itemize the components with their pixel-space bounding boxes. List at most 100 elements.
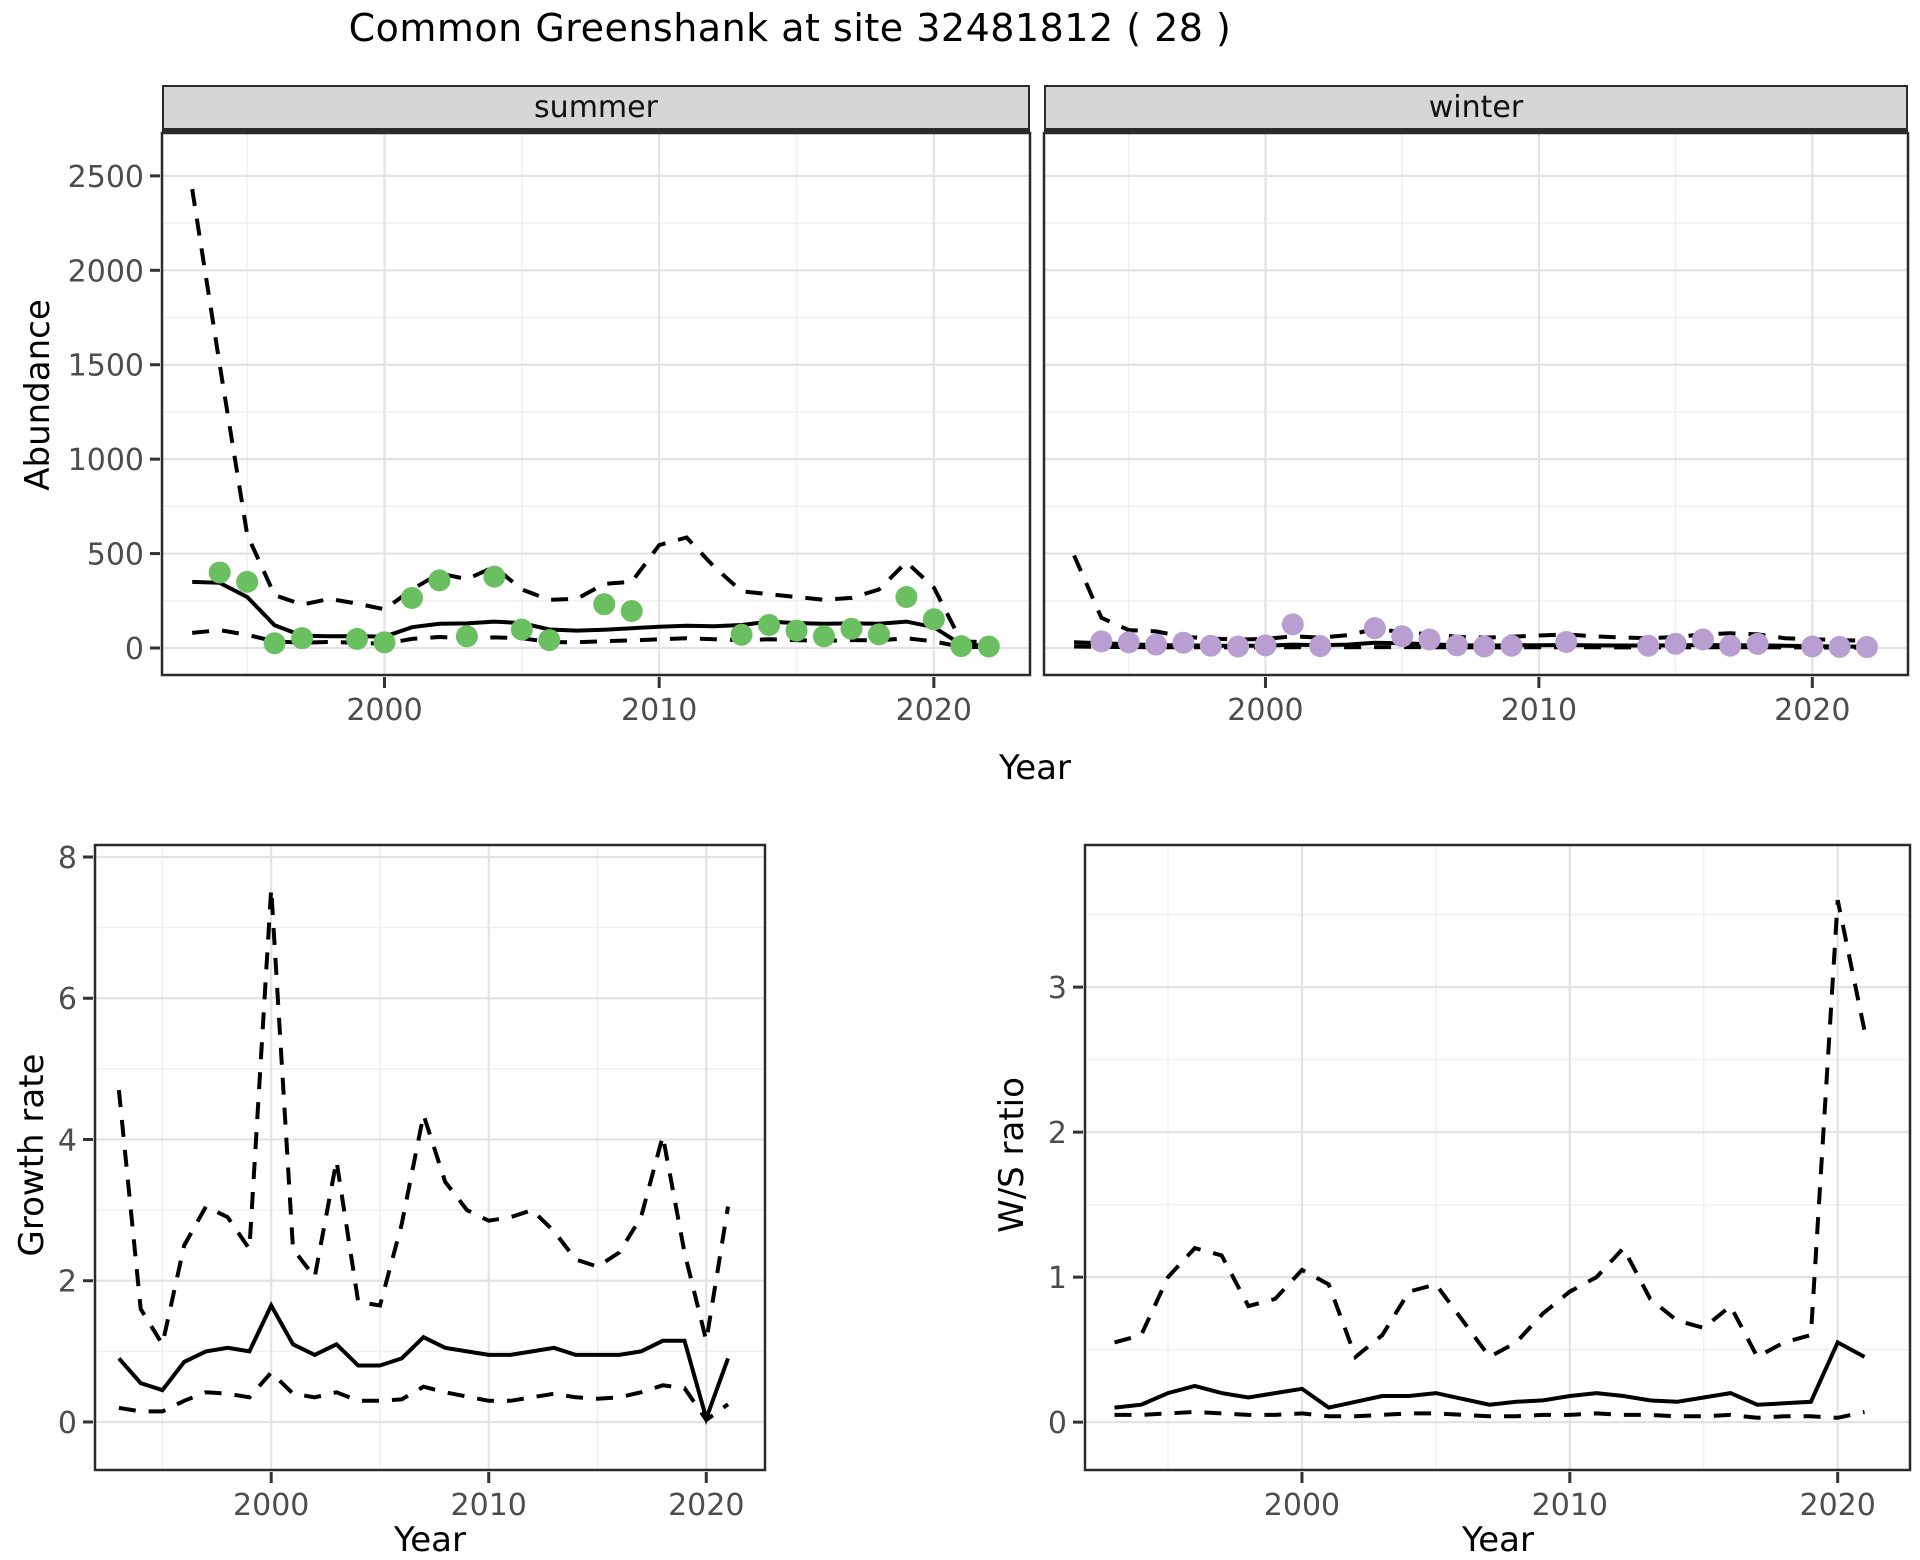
ws-ratio-axis-title: W/S ratio bbox=[992, 1077, 1032, 1233]
observed-counts-point bbox=[1090, 630, 1113, 653]
y-tick-label: 500 bbox=[87, 538, 144, 573]
observed-counts-point bbox=[895, 586, 918, 609]
observed-counts-point bbox=[538, 629, 561, 652]
observed-counts-point bbox=[1309, 635, 1332, 658]
growth-rate-axis-title: Growth rate bbox=[12, 1053, 52, 1257]
observed-counts-point bbox=[1199, 634, 1222, 657]
lower-95ci-line bbox=[191, 628, 989, 650]
observed-counts-point bbox=[1363, 617, 1386, 640]
observed-counts-point bbox=[1172, 631, 1195, 654]
abundance_summer-panel: 2000 2010 2020 0 500 1000 1500 2000 2500 bbox=[68, 131, 1032, 728]
observed-counts-point bbox=[373, 631, 396, 654]
x-tick-label: 2000 bbox=[233, 1488, 309, 1523]
observed-counts-point bbox=[758, 613, 781, 636]
observed-counts-point bbox=[1445, 634, 1468, 657]
observed-counts-point bbox=[236, 570, 259, 593]
x-tick-label: 2020 bbox=[1799, 1488, 1875, 1523]
y-tick-label: 2000 bbox=[68, 254, 144, 289]
ws_ratio-series bbox=[1113, 899, 1867, 1420]
observed-counts-point bbox=[346, 627, 369, 650]
ws_ratio-border bbox=[1083, 843, 1912, 1472]
observed-counts-point bbox=[510, 618, 533, 641]
y-tick-label: 0 bbox=[125, 632, 144, 667]
x-tick-label: 2020 bbox=[668, 1488, 744, 1523]
x-tick-label: 2010 bbox=[1501, 693, 1577, 728]
observed-counts-point bbox=[208, 561, 231, 584]
y-tick-label: 3 bbox=[1048, 971, 1067, 1006]
ws-lower-95ci-line bbox=[1114, 1409, 1865, 1420]
x-tick-label: 2010 bbox=[621, 693, 697, 728]
observed-counts-point bbox=[785, 619, 808, 642]
observed-counts-point bbox=[1637, 634, 1660, 657]
observed-counts-point bbox=[1145, 633, 1168, 656]
y-tick-label: 0 bbox=[58, 1406, 77, 1441]
growth_rate-border bbox=[93, 843, 767, 1472]
abundance_summer-border bbox=[160, 131, 1032, 677]
x-tick-label: 2000 bbox=[346, 693, 422, 728]
observed-counts-point bbox=[1719, 634, 1742, 657]
x-tick-label: 2010 bbox=[451, 1488, 527, 1523]
observed-counts-point bbox=[1281, 613, 1304, 636]
upper-95ci-line bbox=[1072, 554, 1868, 643]
observed-counts-point bbox=[922, 608, 945, 631]
upper-95ci-line bbox=[190, 188, 989, 645]
facet-strip-winter-label: winter bbox=[1428, 90, 1524, 125]
observed-counts-point bbox=[593, 593, 616, 616]
observed-counts-point bbox=[400, 586, 423, 609]
observed-counts-point bbox=[1801, 635, 1824, 658]
observed-counts-point bbox=[950, 635, 973, 658]
growth-upper-95ci-line bbox=[116, 888, 730, 1350]
growth-lower-95ci-line bbox=[118, 1369, 730, 1423]
abundance_summer-series bbox=[190, 188, 1000, 658]
y-tick-label: 1000 bbox=[68, 443, 144, 478]
observed-counts-point bbox=[1391, 625, 1414, 648]
observed-counts-point bbox=[840, 617, 863, 640]
observed-counts-point bbox=[1664, 632, 1687, 655]
abundance_winter-series bbox=[1072, 554, 1878, 659]
y-tick-label: 6 bbox=[58, 982, 77, 1017]
observed-counts-point bbox=[730, 623, 753, 646]
x-tick-label: 2000 bbox=[1227, 693, 1303, 728]
observed-counts-point bbox=[1254, 634, 1277, 657]
observed-counts-point bbox=[977, 635, 1000, 658]
observed-counts-point bbox=[291, 627, 314, 650]
observed-counts-point bbox=[1855, 636, 1878, 659]
y-tick-label: 1 bbox=[1048, 1261, 1067, 1296]
y-tick-label: 1500 bbox=[68, 349, 144, 384]
growth_rate-background bbox=[95, 845, 765, 1470]
y-tick-label: 2 bbox=[1048, 1116, 1067, 1151]
observed-counts-point bbox=[263, 632, 286, 655]
top-year-axis-title: Year bbox=[999, 748, 1071, 788]
facet-strip-summer: summer bbox=[162, 85, 1030, 133]
y-tick-label: 8 bbox=[58, 841, 77, 876]
observed-counts-point bbox=[455, 625, 478, 648]
observed-counts-point bbox=[1418, 628, 1441, 651]
observed-counts-point bbox=[1117, 631, 1140, 654]
observed-counts-point bbox=[1691, 628, 1714, 651]
y-tick-label: 0 bbox=[1048, 1406, 1067, 1441]
y-tick-label: 2 bbox=[58, 1265, 77, 1300]
observed-counts-point bbox=[1227, 635, 1250, 658]
facet-strip-winter: winter bbox=[1044, 85, 1908, 133]
observed-counts-point bbox=[867, 623, 890, 646]
x-tick-label: 2020 bbox=[896, 693, 972, 728]
y-tick-label: 2500 bbox=[68, 160, 144, 195]
ws-median-line bbox=[1114, 1339, 1866, 1410]
observed-counts-point bbox=[812, 625, 835, 648]
observed-counts-point bbox=[483, 565, 506, 588]
ws-upper-95ci-line bbox=[1113, 899, 1867, 1361]
growth_rate-series bbox=[116, 888, 730, 1425]
x-tick-label: 2020 bbox=[1774, 693, 1850, 728]
chart-title: Common Greenshank at site 32481812 ( 28 … bbox=[348, 6, 1232, 50]
observed-counts-point bbox=[1555, 630, 1578, 653]
abundance_winter-background bbox=[1044, 133, 1908, 675]
growth_rate-panel: 2000 2010 2020 0 2 4 6 8 bbox=[58, 841, 767, 1523]
observed-counts-point bbox=[428, 569, 451, 592]
observed-counts-point bbox=[1473, 635, 1496, 658]
abundance_winter-panel: 2000 2010 2020 bbox=[1042, 131, 1910, 728]
growth-median-line bbox=[117, 1301, 730, 1425]
observed-counts-point bbox=[1746, 632, 1769, 655]
observed-counts-point bbox=[1828, 635, 1851, 658]
